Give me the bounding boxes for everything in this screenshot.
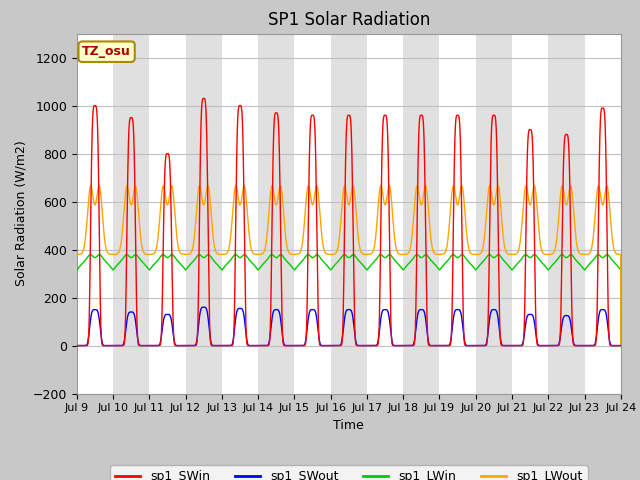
- Text: TZ_osu: TZ_osu: [82, 45, 131, 58]
- Bar: [113, 34, 149, 394]
- Bar: [258, 34, 294, 394]
- Bar: [331, 34, 367, 394]
- Bar: [403, 34, 440, 394]
- Bar: [186, 34, 222, 394]
- Bar: [548, 34, 584, 394]
- Y-axis label: Solar Radiation (W/m2): Solar Radiation (W/m2): [14, 141, 27, 287]
- Bar: [476, 34, 512, 394]
- X-axis label: Time: Time: [333, 419, 364, 432]
- Legend: sp1_SWin, sp1_SWout, sp1_LWin, sp1_LWout: sp1_SWin, sp1_SWout, sp1_LWin, sp1_LWout: [110, 465, 588, 480]
- Title: SP1 Solar Radiation: SP1 Solar Radiation: [268, 11, 430, 29]
